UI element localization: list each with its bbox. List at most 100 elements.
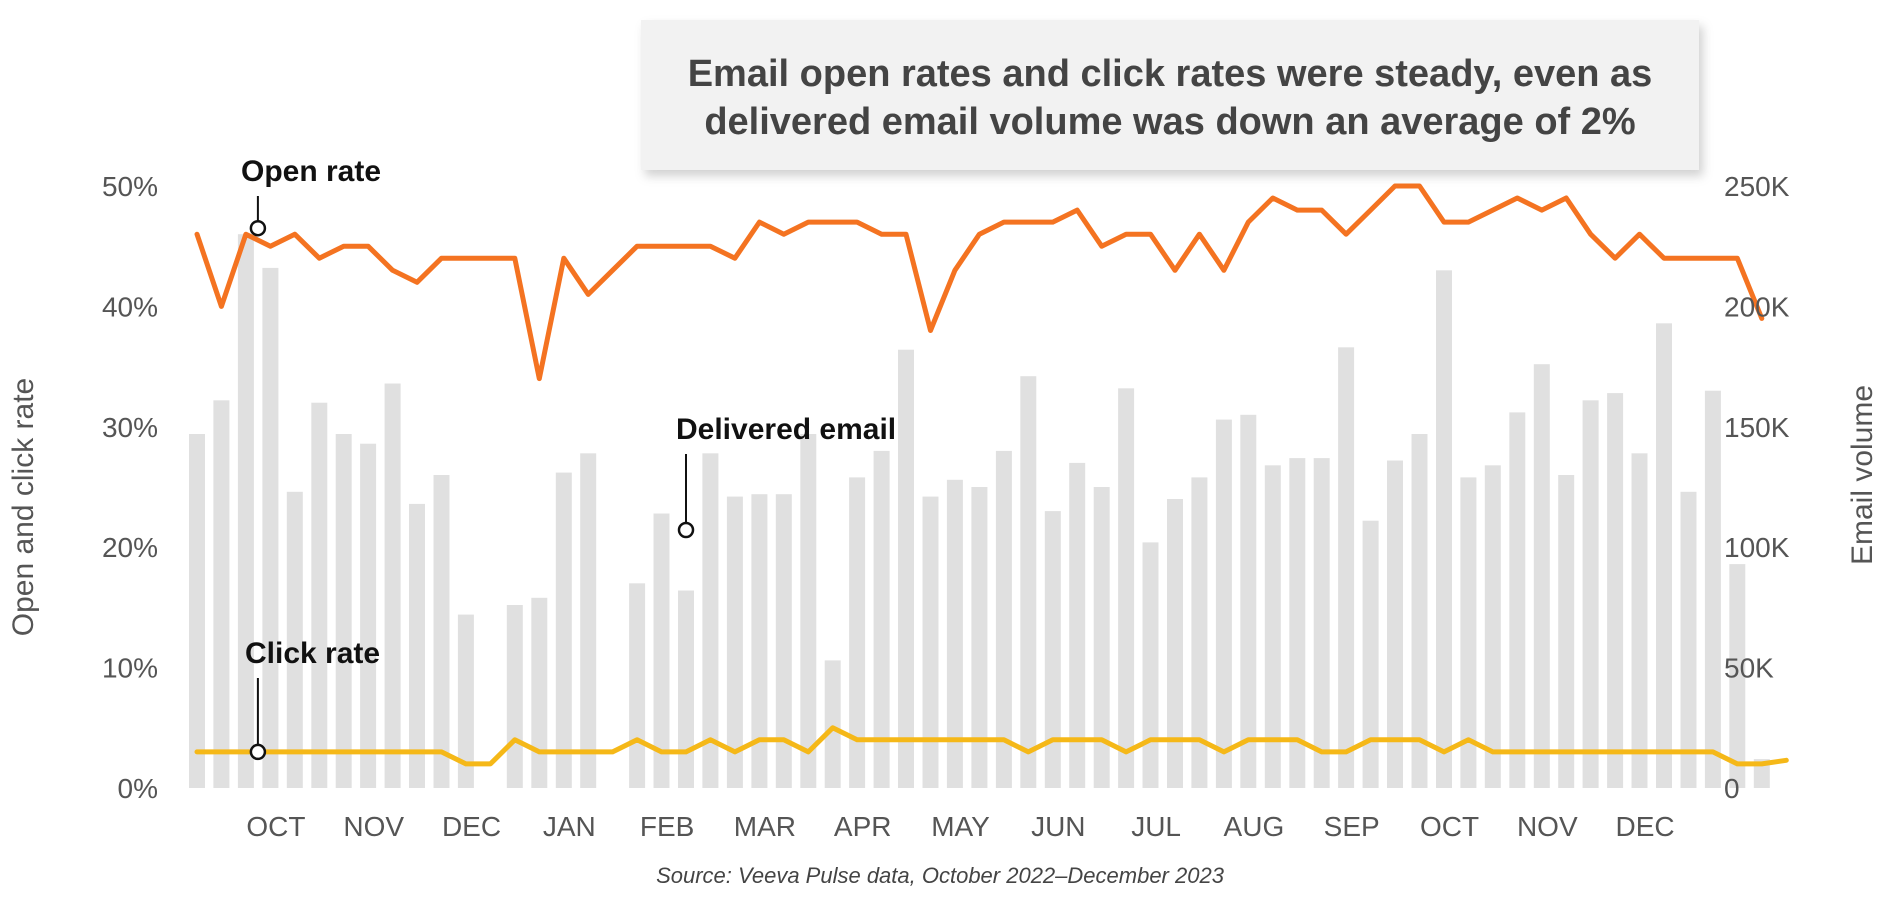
y-right-tick-label: 100K <box>1724 532 1790 563</box>
bar-delivered-email <box>751 494 768 788</box>
bar-delivered-email <box>1680 491 1697 788</box>
bar-delivered-email <box>1167 499 1183 788</box>
bar-delivered-email <box>1436 270 1452 788</box>
y-left-axis-title: Open and click rate <box>7 378 40 636</box>
bar-delivered-email <box>1142 542 1159 788</box>
callout-marker-open-rate <box>249 219 267 237</box>
y-left-tick-label: 30% <box>102 412 158 443</box>
bar-delivered-email <box>653 513 670 788</box>
bar-delivered-email <box>971 487 988 788</box>
bar-delivered-email <box>1656 323 1672 788</box>
bar-delivered-email <box>946 479 963 788</box>
x-tick-label: MAR <box>734 811 796 842</box>
x-tick-label: NOV <box>1517 811 1578 842</box>
bar-delivered-email <box>286 491 303 788</box>
bar-delivered-email <box>1729 564 1746 788</box>
bar-delivered-email <box>1460 477 1477 788</box>
y-right-tick-label: 150K <box>1724 412 1790 443</box>
bar-delivered-email <box>1704 390 1721 788</box>
bar-delivered-email <box>800 434 817 788</box>
bar-delivered-email <box>311 402 328 788</box>
bar-delivered-email <box>1264 465 1281 788</box>
title-line-2: delivered email volume was down an avera… <box>704 101 1635 143</box>
bar-delivered-email <box>189 434 205 788</box>
bar-delivered-email <box>384 383 401 788</box>
bar-delivered-email <box>1118 388 1135 788</box>
bar-delivered-email <box>213 400 230 788</box>
bar-delivered-email <box>433 475 450 788</box>
x-tick-label: OCT <box>246 811 305 842</box>
bar-delivered-email <box>1533 364 1550 788</box>
bar-delivered-email <box>580 453 597 788</box>
bar-delivered-email <box>1069 462 1086 788</box>
bar-delivered-email <box>1044 511 1061 788</box>
bar-delivered-email <box>898 349 914 788</box>
x-tick-label: APR <box>834 811 892 842</box>
bar-delivered-email <box>1387 460 1403 788</box>
bar-delivered-email <box>1362 520 1379 788</box>
callout-marker-delivered-email <box>677 521 695 539</box>
bar-delivered-email <box>678 590 694 788</box>
x-tick-label: DEC <box>1616 811 1675 842</box>
line-open-rate <box>194 183 1765 382</box>
x-tick-label: JUN <box>1031 811 1085 842</box>
bar-delivered-email <box>506 605 523 788</box>
y-left-tick-label: 50% <box>102 171 158 202</box>
y-right-tick-label: 200K <box>1724 291 1790 322</box>
bar-delivered-email <box>1313 458 1330 788</box>
line-click-rate <box>194 725 1789 767</box>
ticks-layer: 0% 10% 20% 30% 40% 50% 0 50K 100K 150K 200K 250K OCT… <box>102 171 1790 842</box>
bar-delivered-email <box>1338 347 1355 788</box>
bar-delivered-email <box>457 614 474 788</box>
y-left-tick-label: 40% <box>102 291 158 322</box>
y-left-tick-label: 10% <box>102 653 158 684</box>
bar-delivered-email <box>1558 475 1575 788</box>
x-tick-label: FEB <box>640 811 694 842</box>
bar-delivered-email <box>849 477 866 788</box>
x-tick-label: JAN <box>543 811 596 842</box>
bar-delivered-email <box>1093 487 1110 788</box>
bar-delivered-email <box>1020 376 1037 788</box>
bar-delivered-email <box>702 453 719 788</box>
bar-delivered-email <box>360 443 377 788</box>
bar-delivered-email <box>629 583 646 788</box>
y-left-tick-label: 0% <box>118 773 158 804</box>
bar-delivered-email <box>409 503 425 788</box>
annotations-layer: Open rate Delivered email Click rate <box>241 155 896 761</box>
bar-delivered-email <box>1191 477 1208 788</box>
bar-delivered-email <box>1509 412 1526 788</box>
bar-delivered-email <box>237 234 254 788</box>
bar-delivered-email <box>1411 434 1428 788</box>
bar-delivered-email <box>726 496 743 788</box>
bar-delivered-email <box>1582 400 1599 788</box>
bar-delivered-email <box>262 267 279 788</box>
x-tick-label: MAY <box>931 811 990 842</box>
callout-marker-click-rate <box>249 743 267 761</box>
bar-delivered-email <box>1484 465 1501 788</box>
bar-delivered-email <box>1240 414 1257 788</box>
x-tick-label: DEC <box>442 811 501 842</box>
bar-delivered-email <box>1631 453 1648 788</box>
bar-delivered-email <box>922 496 939 788</box>
bar-delivered-email <box>335 434 352 788</box>
y-right-tick-label: 50K <box>1724 653 1774 684</box>
bar-delivered-email <box>995 450 1012 788</box>
x-tick-label: SEP <box>1324 811 1380 842</box>
x-tick-label: OCT <box>1420 811 1479 842</box>
source-note: Source: Veeva Pulse data, October 2022–D… <box>656 863 1225 888</box>
title-box-background <box>641 20 1699 170</box>
callout-label-delivered-email: Delivered email <box>676 413 896 446</box>
callout-label-open-rate: Open rate <box>241 155 381 188</box>
bar-delivered-email <box>1607 393 1624 788</box>
bar-delivered-email <box>824 660 841 788</box>
title-box: Email open rates and click rates were st… <box>641 20 1699 170</box>
x-tick-label: AUG <box>1224 811 1285 842</box>
y-right-tick-label: 250K <box>1724 171 1790 202</box>
bar-delivered-email <box>555 472 572 788</box>
bars-layer <box>189 234 1770 788</box>
callout-label-click-rate: Click rate <box>245 637 380 670</box>
title-line-1: Email open rates and click rates were st… <box>688 53 1653 95</box>
x-tick-label: NOV <box>343 811 404 842</box>
bar-delivered-email <box>1289 458 1306 788</box>
